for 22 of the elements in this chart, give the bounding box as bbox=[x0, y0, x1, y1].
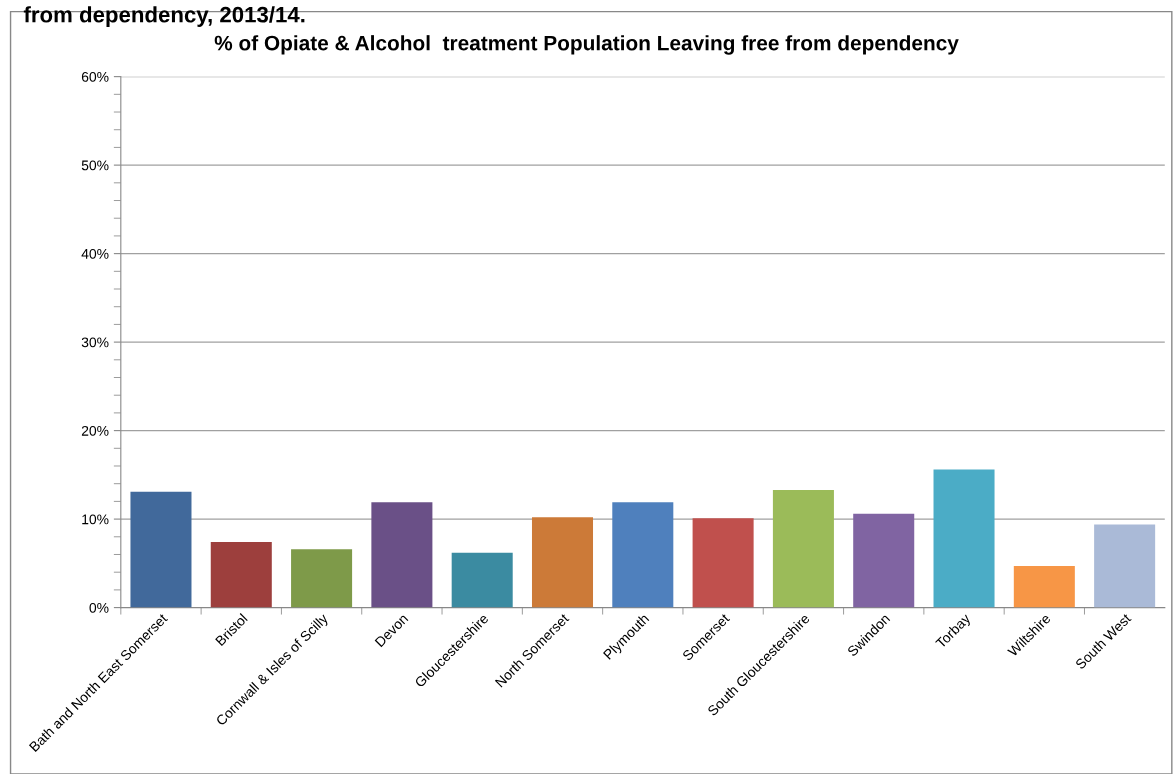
bar bbox=[371, 502, 433, 608]
bar bbox=[1013, 566, 1075, 608]
bar bbox=[692, 518, 754, 608]
y-tick-label: 60% bbox=[81, 71, 109, 82]
chart-title: % of Opiate & Alcohol treatment Population Leaving free from dependency bbox=[214, 35, 959, 55]
y-tick-label: 20% bbox=[81, 425, 109, 436]
text: from dependency, 2013/14. bbox=[23, 6, 305, 27]
bar bbox=[853, 513, 915, 608]
y-tick-label: 40% bbox=[81, 248, 109, 259]
bar bbox=[1094, 524, 1156, 608]
y-tick-label: 10% bbox=[82, 514, 109, 525]
bar bbox=[130, 491, 192, 608]
bar bbox=[210, 542, 272, 608]
bar bbox=[612, 502, 674, 608]
bar bbox=[933, 469, 995, 608]
bar bbox=[451, 552, 513, 608]
y-tick-label: 50% bbox=[81, 160, 109, 171]
y-tick-label: 30% bbox=[81, 337, 109, 348]
bar bbox=[531, 517, 594, 608]
bar bbox=[772, 489, 834, 608]
y-tick-label: 0% bbox=[89, 602, 109, 613]
bar bbox=[291, 549, 353, 608]
